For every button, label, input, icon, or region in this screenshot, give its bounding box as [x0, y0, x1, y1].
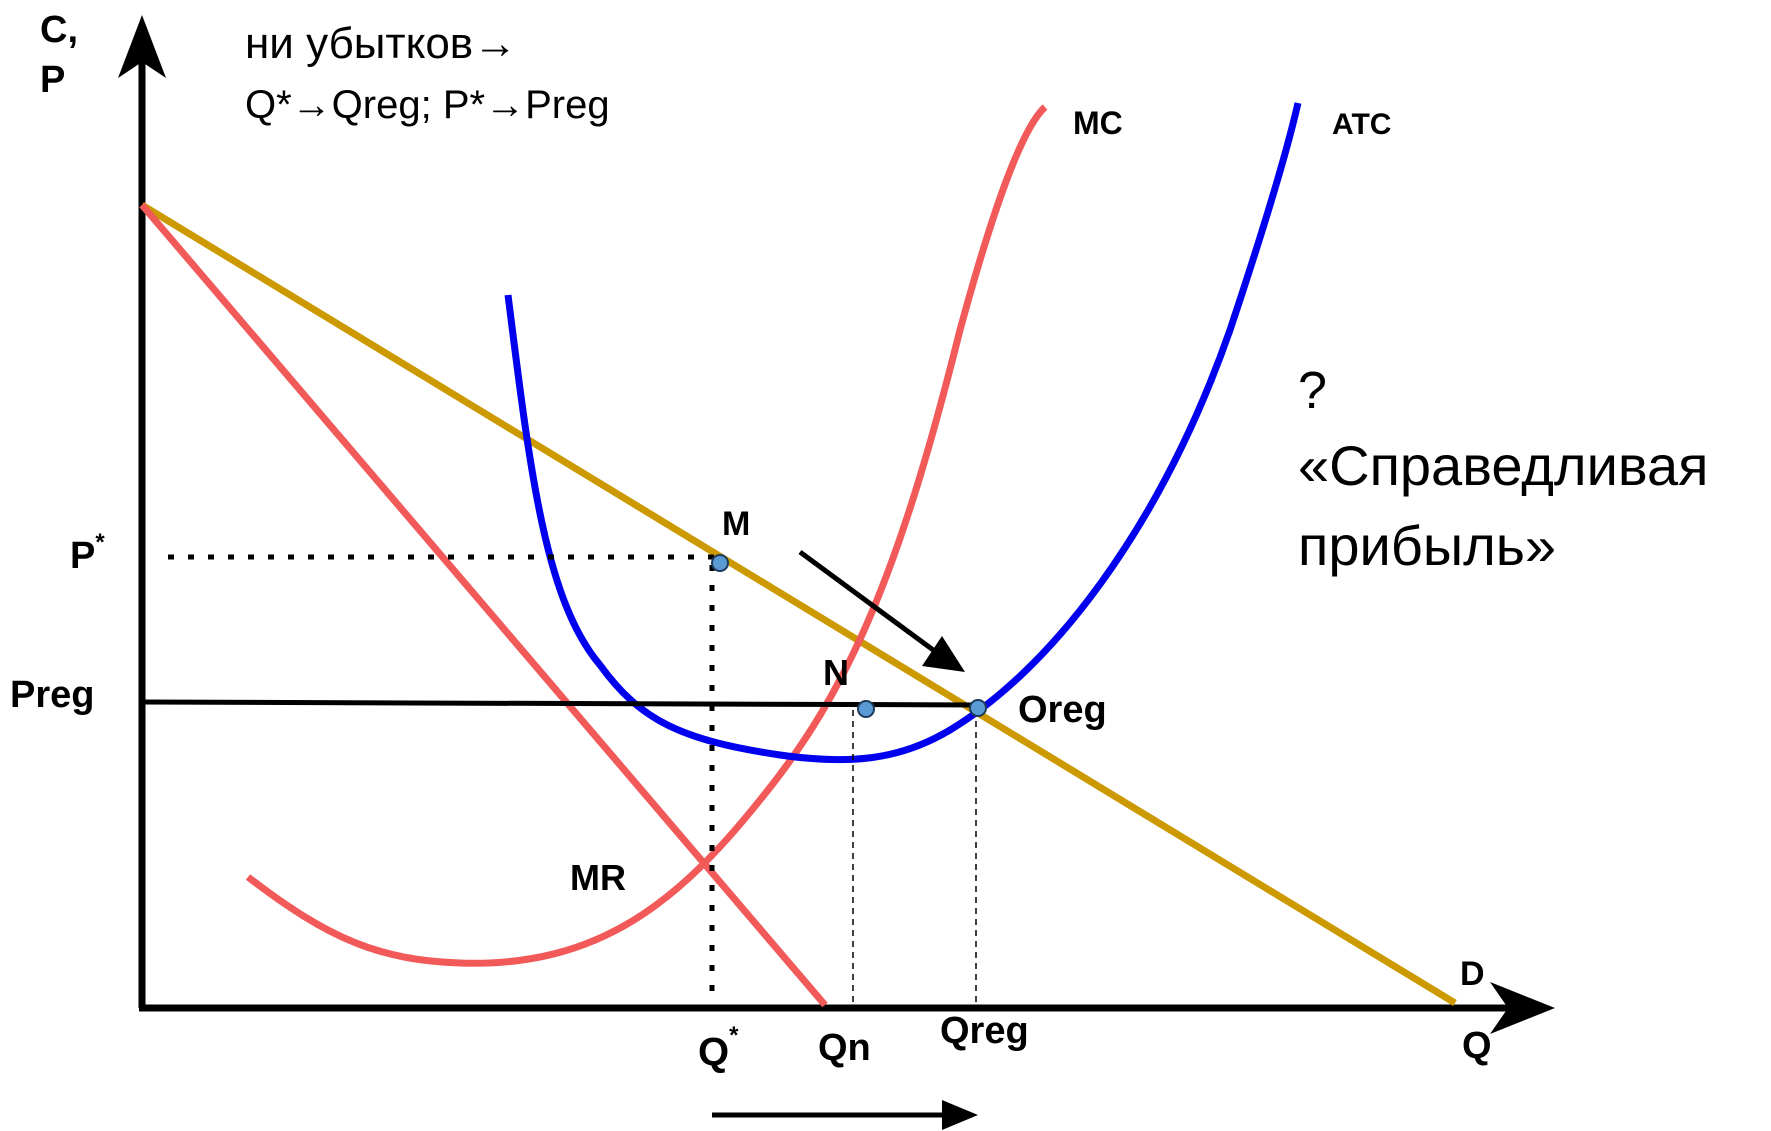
demand-curve — [140, 202, 1457, 1006]
p-star-label: P* — [70, 529, 105, 577]
x-axis-arrowhead — [1490, 982, 1555, 1034]
mc-curve — [245, 104, 1048, 967]
x-axis-label: Q — [1462, 1025, 1492, 1067]
side-question-mark: ? — [1298, 362, 1327, 420]
preg-label: Preg — [10, 674, 94, 716]
point-oreg-label: Oreg — [1018, 689, 1107, 731]
y-axis-label-line2: P — [40, 59, 65, 101]
mc-label: MC — [1073, 105, 1123, 141]
atc-curve — [504, 102, 1302, 764]
preg-line — [141, 699, 981, 708]
qn-label: Qn — [818, 1027, 871, 1069]
shift-arrowhead — [922, 636, 965, 672]
qreg-label: Qreg — [940, 1010, 1029, 1052]
side-text-line1: «Справедливая — [1298, 434, 1708, 497]
point-oreg — [969, 699, 987, 717]
y-axis-arrowhead — [118, 15, 166, 78]
top-text-line1: ни убытков→ — [245, 19, 517, 68]
demand-label: D — [1460, 955, 1485, 993]
point-n — [857, 700, 875, 718]
point-n-label: N — [823, 652, 849, 693]
point-m-label: M — [722, 505, 750, 543]
side-text-line2: прибыль» — [1298, 514, 1556, 577]
atc-label: ATC — [1332, 108, 1391, 141]
mr-label: MR — [570, 857, 626, 898]
top-text-line2: Q*→Qreg; P*→Preg — [245, 83, 610, 127]
y-axis-label-line1: C, — [40, 9, 78, 51]
bottom-arrowhead — [942, 1100, 978, 1130]
q-star-label: Q* — [698, 1022, 739, 1074]
point-m — [711, 554, 729, 572]
shift-arrow — [798, 549, 942, 658]
mr-curve — [139, 202, 828, 1008]
